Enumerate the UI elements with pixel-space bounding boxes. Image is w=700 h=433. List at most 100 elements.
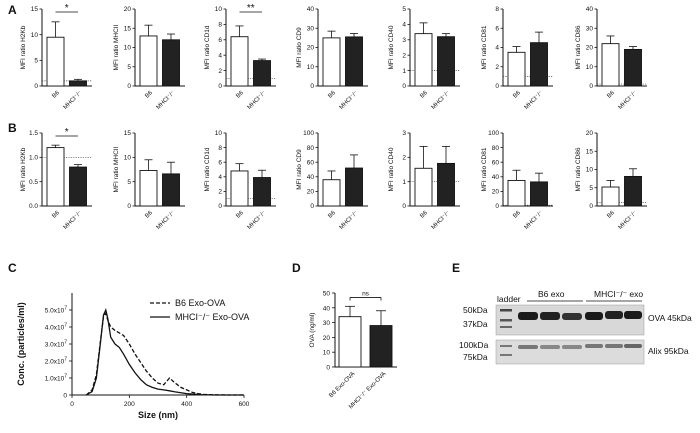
y-tick-label: 10	[124, 155, 132, 162]
blot-alix-band	[605, 344, 623, 348]
x-category-label: B6	[327, 90, 337, 100]
y-tick-label-exponent: 7	[64, 357, 67, 363]
blot-ova-band	[518, 312, 538, 320]
y-tick-label-base: 5.0x10	[45, 308, 65, 315]
blot-ova-band	[624, 311, 642, 319]
y-tick-label: 15	[124, 130, 132, 137]
y-tick-label: 3	[402, 37, 406, 44]
y-tick-label: 20	[492, 189, 500, 196]
bar-mhci-ko	[69, 166, 87, 207]
bar-chart-a-4: 0 1 2 3 4 5 MFI ratio CD40 B6 MHCI⁻/⁻	[388, 6, 460, 111]
category-label-text: MHCI⁻/⁻	[339, 90, 360, 111]
bar-b6	[230, 36, 249, 87]
panel-label-b: B	[8, 121, 17, 135]
y-axis-title: OVA (ng/ml)	[309, 313, 316, 348]
x-category-label: B6 Exo-OVA	[328, 371, 356, 399]
x-category-label: MHCI⁻/⁻	[63, 210, 84, 231]
y-tick-label: 10	[215, 6, 223, 13]
blot-marker-50: 50kDa	[463, 305, 488, 315]
blot-ova-band	[562, 313, 582, 320]
bar-mhci-ko	[530, 42, 548, 87]
category-label-text: B6	[606, 90, 616, 100]
category-label-text: MHCI⁻/⁻	[247, 90, 268, 111]
y-tick-label: 0	[589, 83, 593, 90]
y-axis-title: MFI ratio MHCII	[113, 146, 120, 192]
y-tick-label: 100	[488, 130, 499, 137]
bar-b6	[46, 147, 65, 207]
blot-alix-band	[562, 345, 582, 349]
y-tick-label: 0	[402, 203, 406, 210]
y-tick-label: 1	[402, 179, 406, 186]
y-axis-title: MFI ratio CD1d	[204, 25, 211, 69]
blot-ladder-band	[500, 345, 512, 347]
y-tick-label: 20	[124, 6, 132, 13]
bar-b6	[230, 170, 249, 207]
y-tick-label: 5	[34, 58, 38, 65]
y-tick-label: 10	[307, 64, 315, 71]
y-tick-label: 8	[218, 145, 222, 152]
y-tick-label: 3.0x107	[45, 340, 68, 349]
y-tick-label: 0	[402, 83, 406, 90]
y-tick-label-exponent: 7	[64, 323, 67, 329]
y-tick-label: 30	[307, 25, 315, 32]
bar-chart-a-1: 0 5 10 15 20 MFI ratio MHCII B6 MHCI⁻/⁻	[113, 6, 185, 111]
y-tick-label: 0	[218, 83, 222, 90]
y-tick-label: 40	[586, 6, 594, 13]
y-axis-title: MFI ratio MHCII	[113, 24, 120, 70]
x-category-label: B6	[235, 210, 245, 220]
bar-b6	[414, 33, 433, 87]
panel-label-d: D	[292, 261, 301, 275]
blot-marker-37: 37kDa	[463, 319, 488, 329]
y-axis-title: MFI ratio CD81	[481, 25, 488, 69]
blot-ladder-band	[500, 319, 512, 322]
y-tick-label: 4	[218, 174, 222, 181]
y-tick-label: 10	[31, 32, 39, 39]
y-tick-label: 10	[124, 45, 132, 52]
category-label-text: B6	[327, 210, 337, 220]
x-category-label: B6	[235, 90, 245, 100]
y-tick-label: 5	[127, 179, 131, 186]
bar-b6	[139, 35, 158, 87]
y-axis-title: Conc. (particles/ml)	[16, 302, 26, 386]
y-axis-title: MFI ratio CD9	[296, 149, 303, 190]
x-category-label: B6	[51, 90, 61, 100]
blot-marker-100: 100kDa	[459, 340, 489, 350]
y-tick-label: 0	[127, 203, 131, 210]
blot-marker-75: 75kDa	[463, 352, 488, 362]
y-tick-label-exponent: 7	[64, 306, 67, 312]
x-category-label: MHCI⁻/⁻	[339, 210, 360, 231]
y-tick-label: 80	[307, 145, 315, 152]
bar-mhci-ko	[624, 48, 642, 87]
category-label-text: MHCI⁻/⁻	[63, 90, 84, 111]
x-category-label: MHCI⁻/⁻	[431, 90, 452, 111]
bar-chart-a-6: 0 10 20 30 40 MFI ratio CD86 B6 MHCI⁻/⁻	[575, 6, 647, 111]
y-tick-label-exponent: 7	[64, 374, 67, 380]
x-category-label: B6	[512, 90, 522, 100]
bar-mhci-ko	[437, 36, 455, 87]
y-tick-label: 0	[218, 203, 222, 210]
bar-b6	[139, 170, 158, 207]
bar-b6	[601, 186, 620, 207]
category-label-text: B6	[235, 90, 245, 100]
y-tick-label: 60	[307, 159, 315, 166]
bar-chart-b-13: 0 5 10 15 20 MFI ratio CD86 B6 MHCI⁻/⁻	[575, 130, 647, 231]
y-tick-label: 2	[402, 155, 406, 162]
bar-mhci-ko-exo-ova	[369, 325, 393, 368]
bar-mhci-ko	[345, 36, 363, 87]
y-tick-label: 100	[303, 130, 314, 137]
y-tick-label: 2.0x107	[45, 357, 68, 366]
x-category-label: B6	[144, 210, 154, 220]
x-tick-label: 600	[239, 401, 250, 408]
bar-mhci-ko	[530, 181, 548, 207]
x-category-label: MHCI⁻/⁻	[63, 90, 84, 111]
significance-label: **	[247, 3, 255, 14]
y-tick-label: 10	[586, 167, 594, 174]
bar-b6	[601, 43, 620, 87]
y-tick-label: 5	[589, 185, 593, 192]
x-category-label: MHCI⁻/⁻	[524, 210, 545, 231]
x-tick-label: 0	[70, 401, 74, 408]
blot-alix-membrane	[495, 339, 645, 365]
y-tick-label: 6	[495, 25, 499, 32]
